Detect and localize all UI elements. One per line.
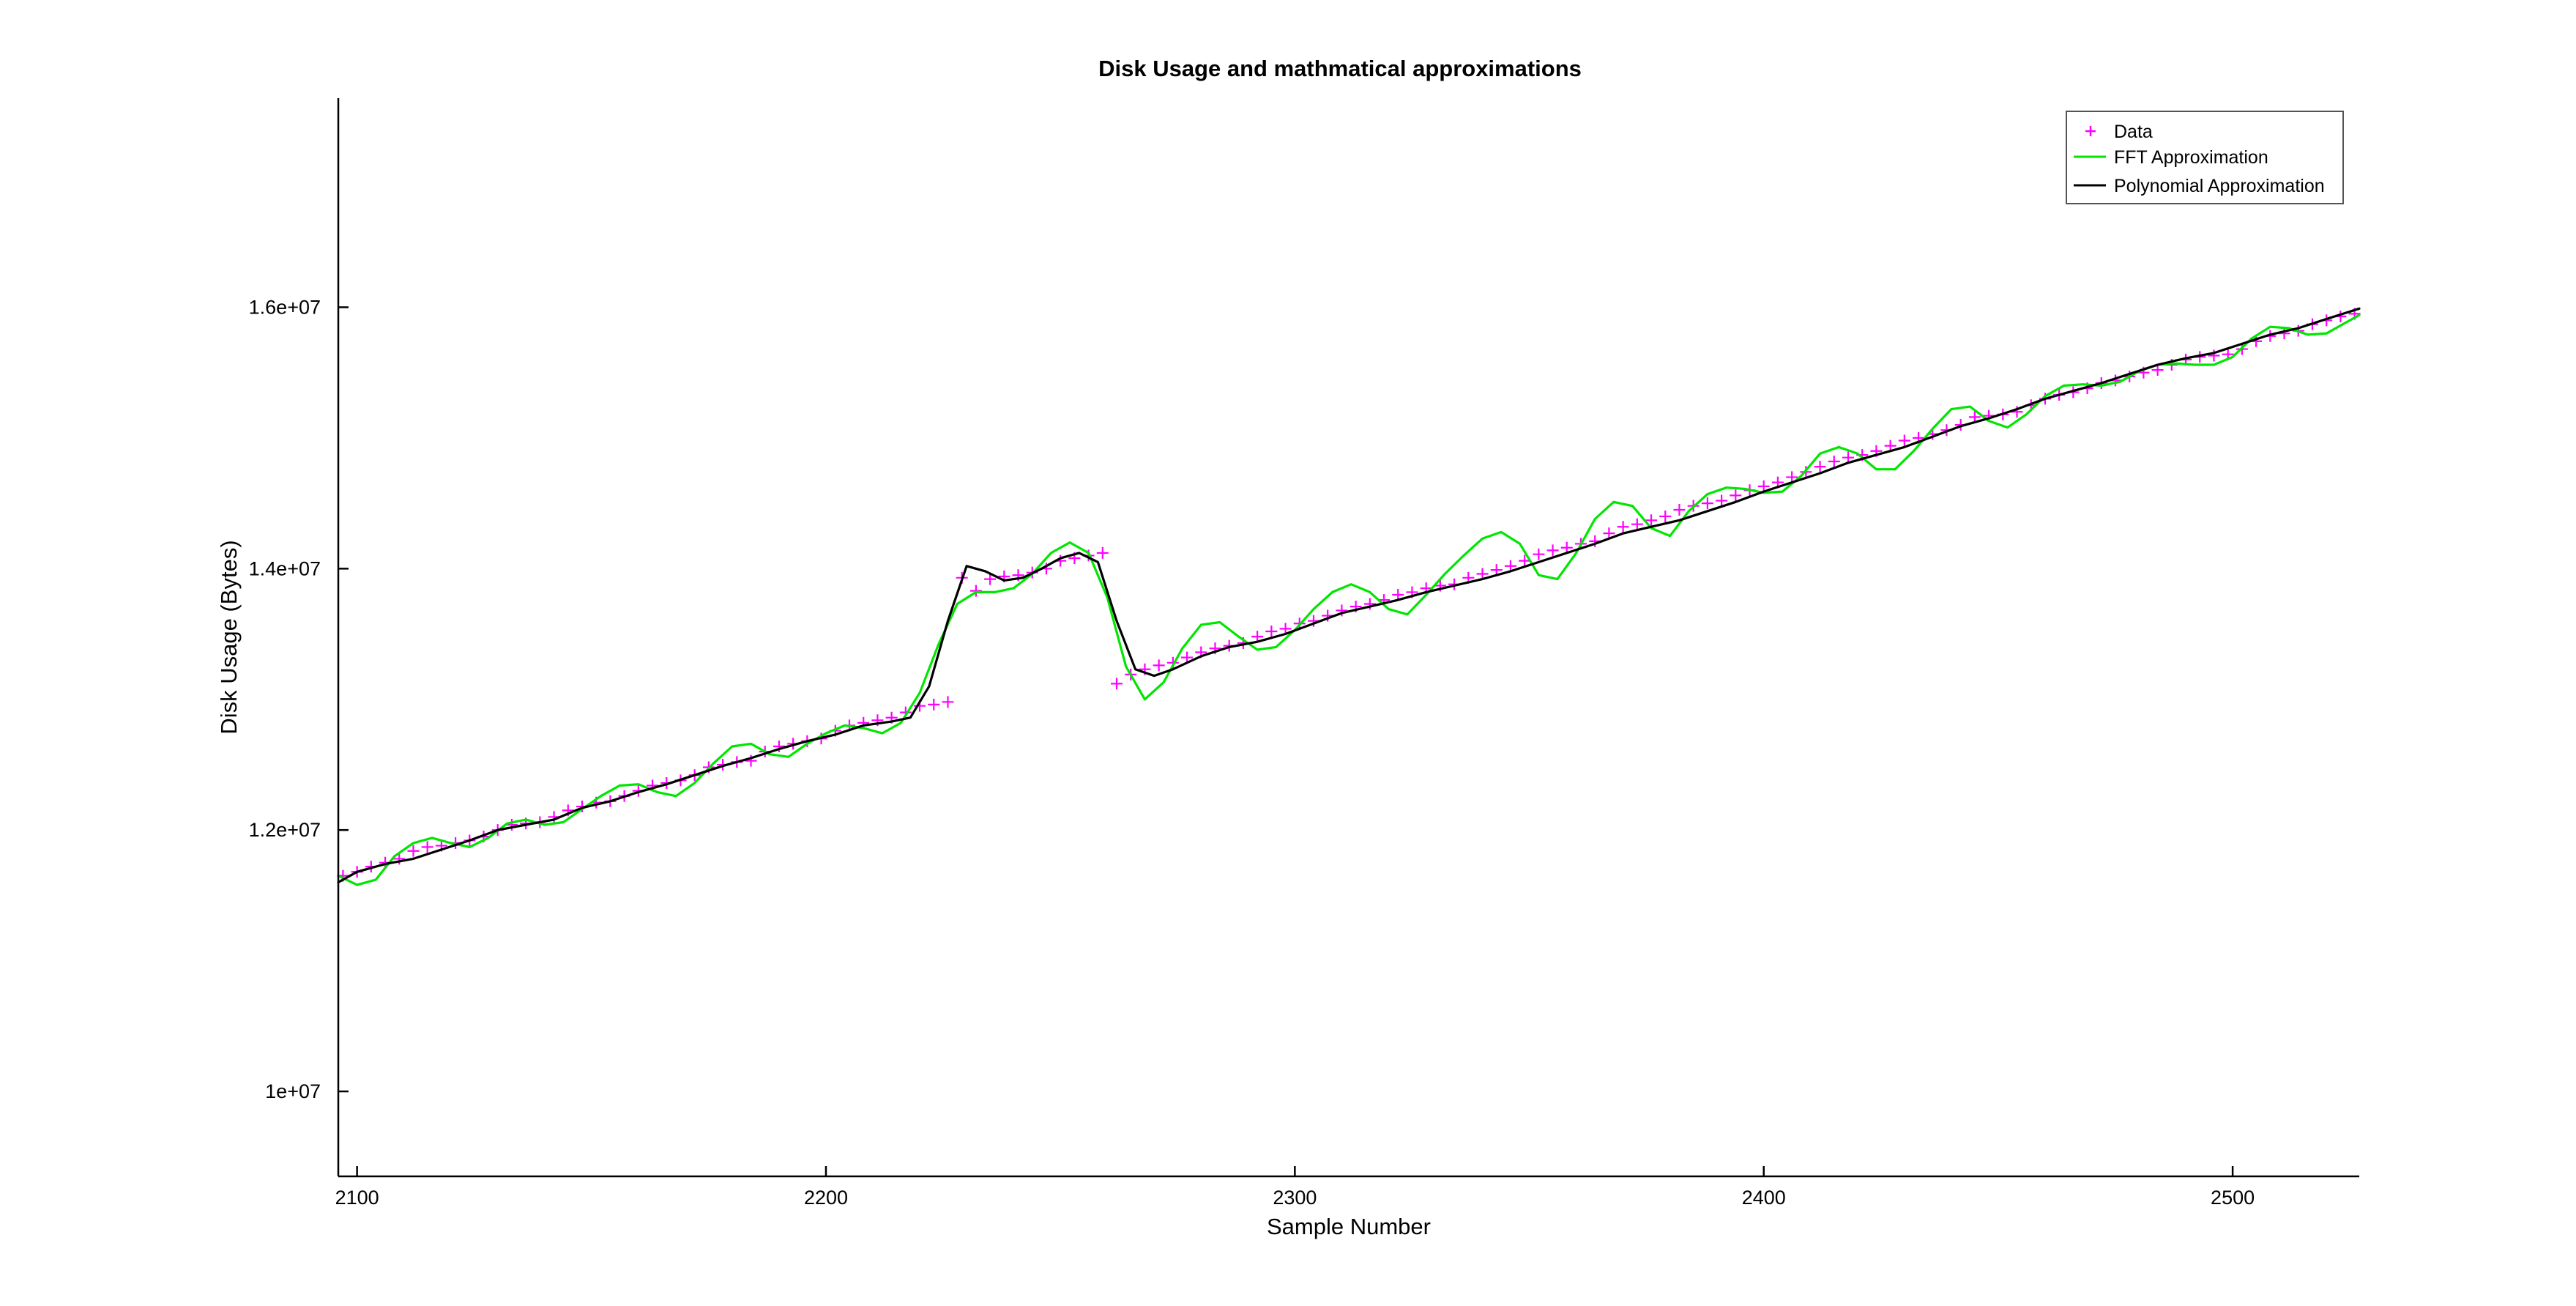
y-tick-label-0: 1e+07 — [265, 1080, 321, 1102]
data-point — [1603, 527, 1615, 540]
data-point — [1898, 434, 1910, 447]
data-point — [1546, 544, 1559, 557]
data-point — [1181, 651, 1194, 664]
legend-item-polynomial: Polynomial Approximation — [2074, 176, 2325, 196]
data-point — [393, 853, 406, 865]
series-line-fft-approximation — [337, 313, 2361, 886]
data-point — [1757, 480, 1770, 492]
data-point — [1786, 471, 1798, 483]
data-point — [1251, 631, 1264, 643]
series-line-polynomial-approximation — [337, 307, 2361, 884]
x-tick-label-2500: 2500 — [2211, 1187, 2255, 1209]
data-point — [1617, 521, 1629, 533]
legend-item-data: Data — [2085, 122, 2153, 142]
x-tick-label-2400: 2400 — [1742, 1187, 1786, 1209]
data-point — [1519, 554, 1531, 567]
chart-title: Disk Usage and mathmatical approximation… — [1098, 56, 1582, 81]
data-point — [1659, 510, 1672, 522]
legend-label-data: Data — [2114, 122, 2153, 142]
data-point — [773, 740, 785, 752]
legend: Data FFT Approximation Polynomial Approx… — [2066, 111, 2344, 204]
legend-label-fft: FFT Approximation — [2114, 147, 2268, 168]
data-point — [942, 696, 954, 708]
data-point — [1153, 659, 1165, 672]
x-tick-label-2300: 2300 — [1273, 1187, 1317, 1209]
data-point — [505, 819, 518, 831]
data-point — [421, 841, 433, 853]
data-point — [2208, 349, 2220, 362]
data-point — [1336, 604, 1348, 617]
data-point — [1111, 678, 1123, 690]
data-point — [1533, 548, 1545, 560]
x-tick-label-2100: 2100 — [335, 1187, 379, 1209]
data-point — [1265, 625, 1278, 637]
data-point — [857, 716, 870, 729]
data-point — [1645, 514, 1658, 527]
y-tick-label-3: 1.6e+07 — [249, 296, 321, 318]
data-point — [1392, 589, 1404, 601]
data-point — [1842, 451, 1854, 464]
y-ticks: 1e+07 1.2e+07 1.4e+07 1.6e+07 — [249, 296, 349, 1102]
data-point — [745, 754, 757, 767]
legend-label-polynomial: Polynomial Approximation — [2114, 176, 2325, 196]
plot-area: 2100 2200 2300 2400 2500 1e+07 1.2e+07 1.4e+07… — [249, 98, 2361, 1209]
data-point — [1716, 494, 1728, 507]
data-point — [1701, 497, 1713, 510]
data-point — [1363, 598, 1376, 610]
data-point — [1279, 623, 1292, 635]
data-point — [1096, 546, 1109, 559]
y-tick-label-2: 1.4e+07 — [249, 557, 321, 579]
data-point — [1814, 461, 1826, 473]
data-point — [1631, 518, 1643, 530]
data-point — [1476, 568, 1489, 580]
x-tick-label-2200: 2200 — [804, 1187, 848, 1209]
series-fft-approximation — [337, 313, 2361, 886]
data-point — [1884, 439, 1896, 452]
legend-marker-plus — [2085, 126, 2096, 136]
data-point — [2151, 364, 2164, 376]
data-point — [407, 845, 420, 857]
data-point — [1828, 456, 1840, 468]
data-point — [969, 585, 982, 597]
data-point — [1730, 489, 1742, 502]
data-point — [1504, 560, 1516, 572]
data-point — [1673, 504, 1686, 516]
data-point — [1490, 564, 1503, 576]
y-tick-label-1: 1.2e+07 — [249, 819, 321, 841]
x-axis-label: Sample Number — [1267, 1214, 1431, 1239]
data-point — [984, 573, 997, 585]
data-point — [928, 698, 940, 710]
y-axis-label: Disk Usage (Bytes) — [216, 540, 242, 734]
legend-box — [2066, 111, 2344, 204]
x-ticks: 2100 2200 2300 2400 2500 — [335, 1166, 2255, 1209]
series-data — [337, 308, 2361, 882]
legend-item-fft: FFT Approximation — [2074, 147, 2268, 168]
series-polynomial-approximation — [337, 307, 2361, 884]
data-point — [1560, 541, 1573, 554]
series-layer — [337, 307, 2361, 886]
data-point — [1968, 411, 1981, 423]
